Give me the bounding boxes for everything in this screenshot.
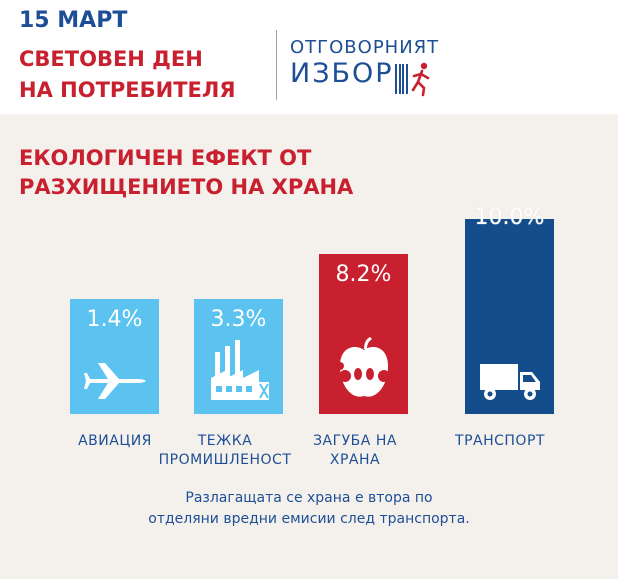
airplane-icon <box>70 360 159 406</box>
bar-3: 8.2% <box>319 254 408 414</box>
event-title-line2: НА ПОТРЕБИТЕЛЯ <box>19 78 236 102</box>
caption-line1: Разлагащата се храна е втора по <box>185 490 433 506</box>
header: 15 МАРТ СВЕТОВЕН ДЕН НА ПОТРЕБИТЕЛЯ ОТГО… <box>0 0 618 114</box>
bar-value-label: 10.0% <box>474 205 545 230</box>
category-label-line: АВИАЦИЯ <box>78 433 152 449</box>
logo-text-line1: ОТГОВОРНИЯТ <box>290 37 440 58</box>
factory-icon <box>194 338 283 406</box>
category-label-line: ХРАНА <box>329 452 381 468</box>
truck-icon <box>465 362 554 406</box>
chart-title-line2: РАЗХИЩЕНИЕТО НА ХРАНА <box>19 175 354 199</box>
logo-text-line2: ИЗБОР <box>290 58 394 89</box>
caption-line2: отделяни вредни емисии след транспорта. <box>148 511 470 527</box>
event-title-line1: СВЕТОВЕН ДЕН <box>19 47 203 71</box>
header-divider <box>276 30 277 100</box>
bar-4: 10.0% <box>465 205 554 414</box>
chart-caption: Разлагащата се храна е втора по отделяни… <box>0 488 618 530</box>
category-label: ТЕЖКА ПРОМИШЛЕНОСТ <box>150 432 300 470</box>
category-label-line: ПРОМИШЛЕНОСТ <box>158 452 292 468</box>
bar-2: 3.3% <box>194 299 283 414</box>
bar-value-label: 3.3% <box>210 307 267 332</box>
bar-value-label: 1.4% <box>86 307 143 332</box>
category-label: ЗАГУБА НА ХРАНА <box>300 432 410 470</box>
chart-title-line1: ЕКОЛОГИЧЕН ЕФЕКТ ОТ <box>19 146 312 170</box>
bar-1: 1.4% <box>70 299 159 414</box>
category-label: АВИАЦИЯ <box>55 432 175 451</box>
chart-title: ЕКОЛОГИЧЕН ЕФЕКТ ОТ РАЗХИЩЕНИЕТО НА ХРАН… <box>19 144 353 202</box>
category-label-line: ТРАНСПОРТ <box>455 433 545 449</box>
category-label: ТРАНСПОРТ <box>430 432 570 451</box>
apple-icon <box>319 336 408 406</box>
bar-value-label: 8.2% <box>335 262 392 288</box>
logo-runner-icon <box>395 62 430 97</box>
event-title: СВЕТОВЕН ДЕН НА ПОТРЕБИТЕЛЯ <box>19 44 236 106</box>
category-label-line: ЗАГУБА НА <box>313 433 397 449</box>
category-label-line: ТЕЖКА <box>197 433 253 449</box>
event-date: 15 МАРТ <box>19 8 128 33</box>
